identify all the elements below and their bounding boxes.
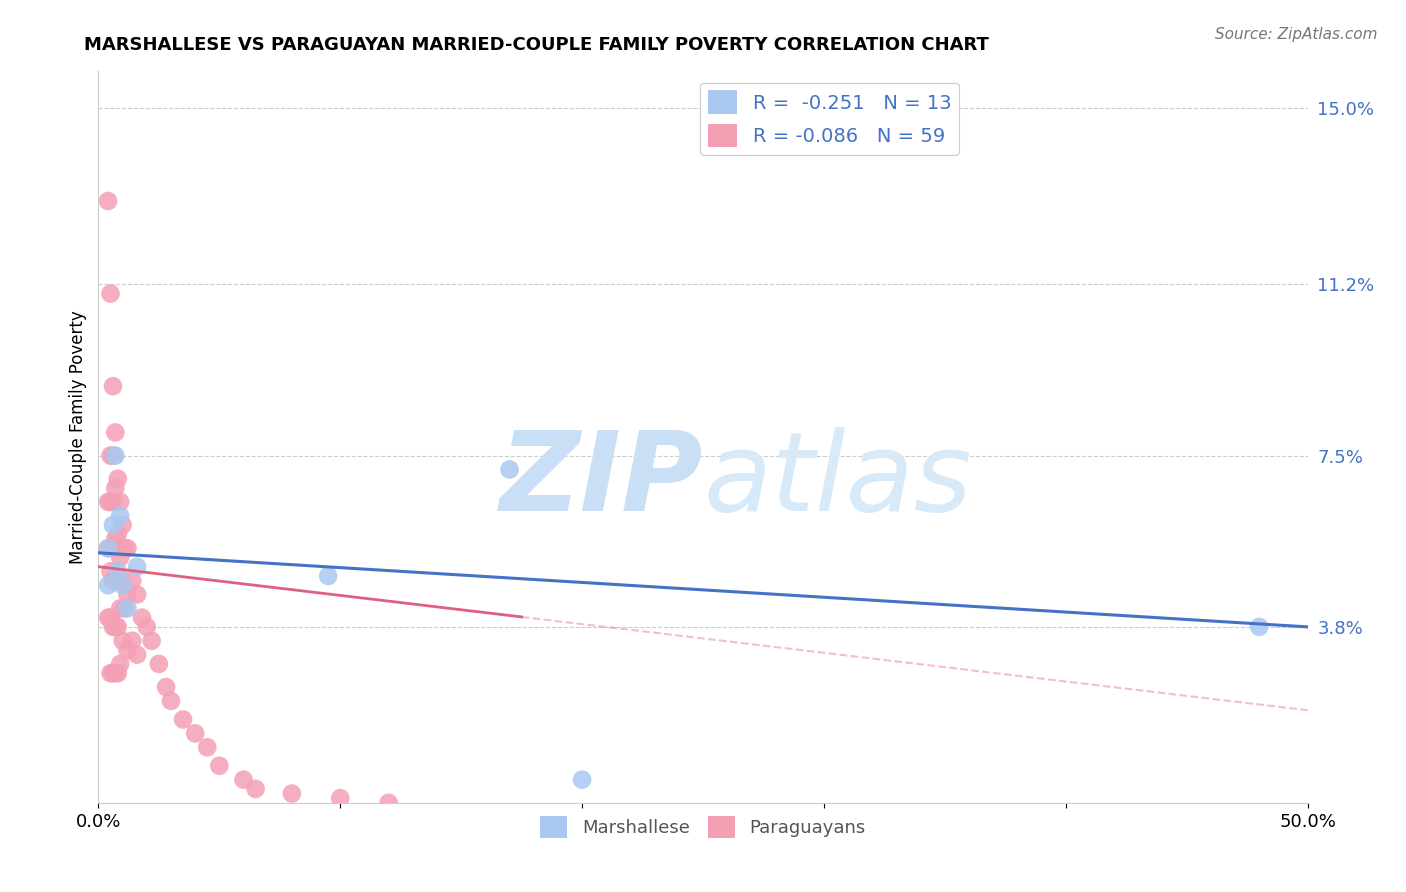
Point [97,541,120,556]
Text: atlas: atlas [703,427,972,534]
Text: Source: ZipAtlas.com: Source: ZipAtlas.com [1215,27,1378,42]
Point [100,286,122,301]
Point [107,574,129,588]
Point [498,462,520,476]
Point [111,578,134,592]
Point [1249,620,1271,634]
Point [100,495,122,509]
Text: ZIP: ZIP [499,427,703,534]
Point [114,541,136,556]
Point [117,601,139,615]
Point [127,648,149,662]
Point [101,620,124,634]
Point [104,620,127,634]
Point [107,620,129,634]
Point [97,495,120,509]
Point [184,726,207,740]
Point [111,633,134,648]
Point [97,610,120,624]
Point [100,449,122,463]
Point [108,657,131,671]
Point [101,666,124,681]
Point [104,425,127,440]
Point [232,772,254,787]
Point [100,666,122,681]
Point [101,518,124,533]
Point [101,495,124,509]
Point [148,657,170,671]
Point [104,481,127,495]
Point [107,527,129,541]
Point [245,781,267,796]
Point [127,559,149,574]
Point [108,495,131,509]
Y-axis label: Married-Couple Family Poverty: Married-Couple Family Poverty [69,310,87,564]
Point [127,587,149,601]
Text: MARSHALLESE VS PARAGUAYAN MARRIED-COUPLE FAMILY POVERTY CORRELATION CHART: MARSHALLESE VS PARAGUAYAN MARRIED-COUPLE… [84,36,990,54]
Point [208,758,231,772]
Point [100,565,122,579]
Point [101,449,124,463]
Point [117,541,139,556]
Point [117,643,139,657]
Point [104,532,127,546]
Point [107,666,129,681]
Point [107,472,129,486]
Point [101,541,124,556]
Point [104,574,127,588]
Legend: Marshallese, Paraguayans: Marshallese, Paraguayans [533,808,873,845]
Point [100,610,122,624]
Point [108,601,131,615]
Point [195,740,218,755]
Point [97,578,120,592]
Point [141,633,163,648]
Point [131,610,153,624]
Point [329,791,352,805]
Point [108,550,131,565]
Point [111,574,134,588]
Point [160,694,183,708]
Point [111,518,134,533]
Point [121,574,143,588]
Point [172,713,194,727]
Point [97,541,120,556]
Point [108,508,131,523]
Point [155,680,177,694]
Point [571,772,593,787]
Point [135,620,157,634]
Point [121,633,143,648]
Point [316,569,339,583]
Point [114,601,136,615]
Point [104,449,127,463]
Point [104,666,127,681]
Point [101,574,124,588]
Point [97,194,120,208]
Point [281,787,304,801]
Point [101,379,124,393]
Point [377,796,399,810]
Point [117,587,139,601]
Point [107,565,129,579]
